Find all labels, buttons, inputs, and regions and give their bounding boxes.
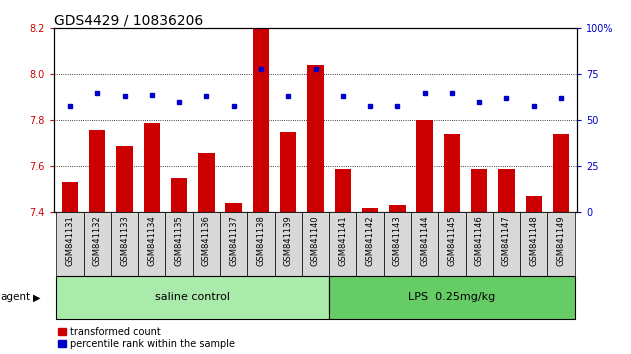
- Text: agent: agent: [1, 292, 31, 302]
- Bar: [471, 169, 487, 212]
- Bar: [526, 196, 542, 212]
- Text: GSM841148: GSM841148: [529, 216, 538, 266]
- Bar: [384, 212, 411, 276]
- Bar: [247, 212, 274, 276]
- Bar: [89, 130, 105, 212]
- Bar: [302, 212, 329, 276]
- Bar: [334, 169, 351, 212]
- Text: LPS  0.25mg/kg: LPS 0.25mg/kg: [408, 292, 495, 302]
- Text: GDS4429 / 10836206: GDS4429 / 10836206: [54, 13, 203, 27]
- Bar: [553, 134, 569, 212]
- Text: GSM841146: GSM841146: [475, 216, 484, 266]
- Bar: [411, 212, 439, 276]
- Bar: [225, 203, 242, 212]
- Bar: [116, 146, 133, 212]
- Text: GSM841143: GSM841143: [393, 216, 402, 266]
- Bar: [111, 212, 138, 276]
- Bar: [198, 153, 215, 212]
- Bar: [274, 212, 302, 276]
- Text: GSM841141: GSM841141: [338, 216, 347, 266]
- Bar: [498, 169, 515, 212]
- Text: GSM841132: GSM841132: [93, 216, 102, 266]
- Bar: [493, 212, 520, 276]
- Text: GSM841147: GSM841147: [502, 216, 511, 266]
- Bar: [192, 212, 220, 276]
- Bar: [62, 183, 78, 212]
- Text: GSM841134: GSM841134: [147, 216, 156, 266]
- Bar: [416, 120, 433, 212]
- Bar: [280, 132, 297, 212]
- Bar: [357, 212, 384, 276]
- Text: GSM841131: GSM841131: [66, 216, 74, 266]
- Bar: [362, 208, 378, 212]
- Text: GSM841133: GSM841133: [120, 216, 129, 267]
- Legend: transformed count, percentile rank within the sample: transformed count, percentile rank withi…: [59, 327, 235, 349]
- Text: saline control: saline control: [155, 292, 230, 302]
- Bar: [56, 212, 84, 276]
- Bar: [389, 206, 406, 212]
- Text: GSM841144: GSM841144: [420, 216, 429, 266]
- Bar: [520, 212, 547, 276]
- Bar: [329, 276, 575, 319]
- Bar: [547, 212, 575, 276]
- Bar: [171, 178, 187, 212]
- Text: GSM841145: GSM841145: [447, 216, 456, 266]
- Bar: [307, 65, 324, 212]
- Bar: [439, 212, 466, 276]
- Bar: [329, 212, 357, 276]
- Bar: [165, 212, 192, 276]
- Text: ▶: ▶: [33, 292, 40, 302]
- Bar: [444, 134, 460, 212]
- Text: GSM841137: GSM841137: [229, 216, 238, 267]
- Bar: [84, 212, 111, 276]
- Bar: [253, 28, 269, 212]
- Bar: [466, 212, 493, 276]
- Bar: [144, 123, 160, 212]
- Bar: [220, 212, 247, 276]
- Text: GSM841135: GSM841135: [175, 216, 184, 266]
- Bar: [138, 212, 165, 276]
- Text: GSM841136: GSM841136: [202, 216, 211, 267]
- Text: GSM841139: GSM841139: [284, 216, 293, 266]
- Bar: [56, 276, 329, 319]
- Text: GSM841149: GSM841149: [557, 216, 565, 266]
- Text: GSM841142: GSM841142: [365, 216, 375, 266]
- Text: GSM841138: GSM841138: [256, 216, 266, 267]
- Text: GSM841140: GSM841140: [311, 216, 320, 266]
